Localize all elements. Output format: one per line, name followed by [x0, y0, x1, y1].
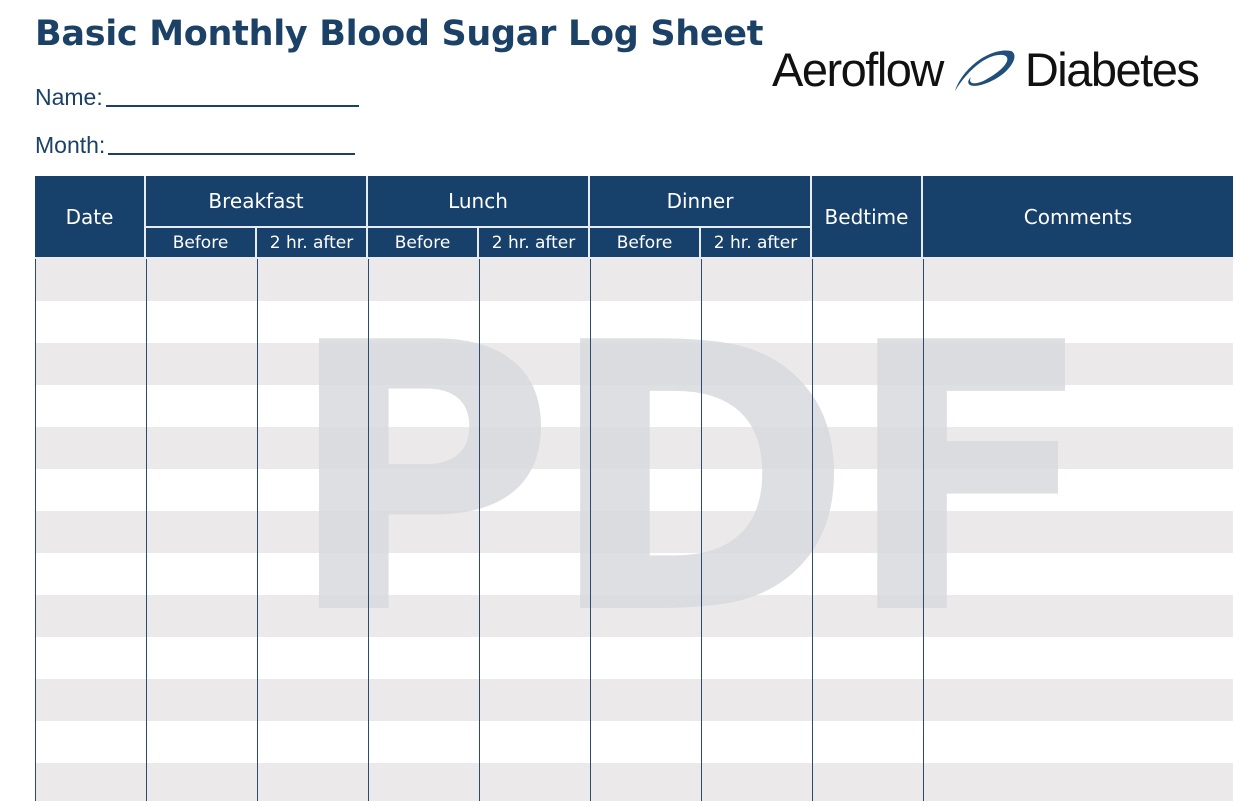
- table-row[interactable]: [35, 469, 1233, 511]
- table-row[interactable]: [35, 259, 1233, 301]
- page-title: Basic Monthly Blood Sugar Log Sheet: [35, 14, 764, 54]
- table-row[interactable]: [35, 385, 1233, 427]
- logo-text-right: Diabetes: [1024, 43, 1200, 96]
- column-divider: [479, 259, 480, 801]
- swoosh-icon: [954, 49, 1015, 91]
- header-dinner: Dinner: [590, 176, 812, 228]
- month-line[interactable]: [108, 153, 356, 155]
- header-dinner-after: 2 hr. after: [701, 228, 812, 259]
- logo-text-left: Aeroflow: [772, 43, 944, 96]
- table-row[interactable]: [35, 721, 1233, 763]
- table-row[interactable]: [35, 511, 1233, 553]
- header-comments: Comments: [923, 176, 1233, 259]
- header-date: Date: [35, 176, 146, 259]
- header-lunch-after: 2 hr. after: [479, 228, 590, 259]
- log-table: Date Breakfast Lunch Dinner Bedtime Comm…: [35, 176, 1233, 801]
- header-breakfast: Breakfast: [146, 176, 368, 228]
- name-field[interactable]: Name:: [35, 84, 359, 111]
- header-dinner-before: Before: [590, 228, 701, 259]
- column-divider: [590, 259, 591, 801]
- column-divider: [257, 259, 258, 801]
- header-lunch-before: Before: [368, 228, 479, 259]
- header-bedtime: Bedtime: [812, 176, 923, 259]
- table-row[interactable]: [35, 301, 1233, 343]
- table-row[interactable]: [35, 553, 1233, 595]
- table-row[interactable]: [35, 427, 1233, 469]
- table-row[interactable]: [35, 595, 1233, 637]
- month-field[interactable]: Month:: [35, 132, 356, 159]
- header-breakfast-before: Before: [146, 228, 257, 259]
- month-label: Month:: [35, 132, 106, 158]
- table-row[interactable]: [35, 679, 1233, 721]
- column-divider: [812, 259, 813, 801]
- name-line[interactable]: [105, 105, 359, 107]
- header-breakfast-after: 2 hr. after: [257, 228, 368, 259]
- column-divider: [35, 259, 36, 801]
- table-row[interactable]: [35, 343, 1233, 385]
- column-divider: [146, 259, 147, 801]
- logo: Aeroflow Diabetes: [772, 42, 1200, 97]
- table-row[interactable]: [35, 637, 1233, 679]
- table-row[interactable]: [35, 763, 1233, 801]
- column-divider: [701, 259, 702, 801]
- header-lunch: Lunch: [368, 176, 590, 228]
- column-divider: [368, 259, 369, 801]
- name-label: Name:: [35, 84, 103, 110]
- column-divider: [923, 259, 924, 801]
